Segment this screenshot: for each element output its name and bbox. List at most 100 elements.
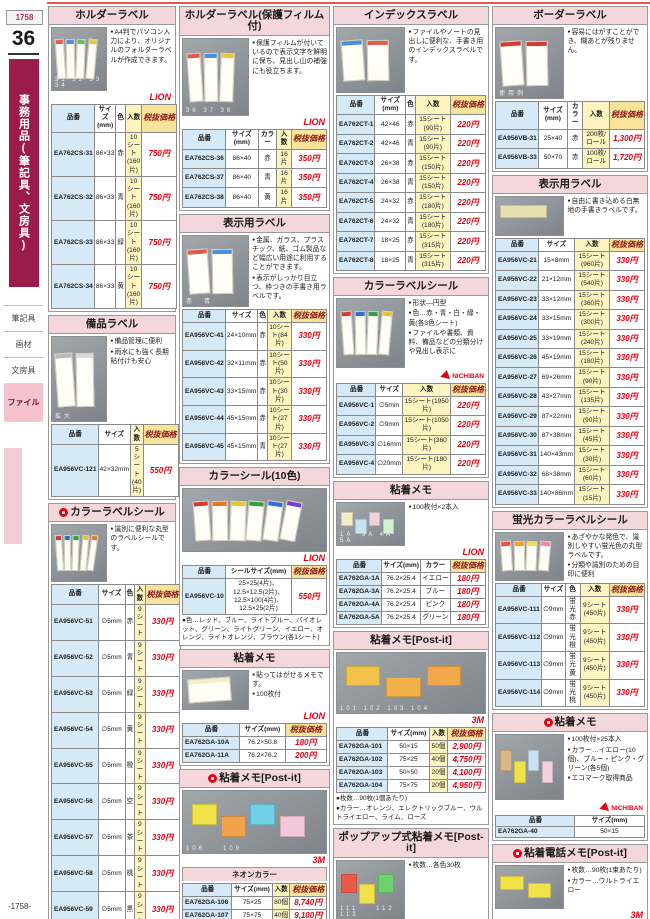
table-cell: 33×15mm xyxy=(224,377,259,407)
product-table: 品番 サイズ(mm) 色入数 税抜価格 EA762CS-31 86×33 赤 10シート(16… xyxy=(51,104,178,310)
table-cell: 180円 xyxy=(449,597,487,612)
table-cell: 330円 xyxy=(144,891,181,919)
section: ホルダーラベル(保護フィルム付) 36 37 38 保護フィルムが付いているので表示… xyxy=(179,6,330,211)
product-swatch xyxy=(377,873,394,894)
label-sheet xyxy=(211,500,229,541)
category-label: 事務用品(筆記具、文房具) xyxy=(8,59,39,287)
table-cell: 86×40 xyxy=(224,167,259,189)
table-cell: 9シート xyxy=(134,783,146,821)
product-photo: 111 112 113 xyxy=(336,860,406,919)
label-sheet-stripe xyxy=(249,501,264,507)
table-cell: EA762GA-3A xyxy=(335,584,383,599)
table-cell: 16片 xyxy=(276,167,292,189)
bullet-list: 貼ってはがせるメモです。100枚付 xyxy=(252,670,327,710)
table-cell: 橙 xyxy=(124,747,136,785)
label-sheet-stripe xyxy=(514,542,524,547)
table-cell: EA956VC-58 xyxy=(51,855,99,893)
label-sheet-stripe xyxy=(55,353,72,359)
table-cell: 220円 xyxy=(450,395,486,417)
section: 備品ラベル拡大備品管理に便利雨水にも強く長期貼付けも安心品番サイズ入数税抜価格E… xyxy=(48,315,179,501)
table-cell: EA956VC-53 xyxy=(51,675,99,713)
label-sheet xyxy=(354,311,367,356)
table-cell: EA956VC-43 xyxy=(182,377,226,407)
sidebar: 1758 36 事務用品(筆記具、文房具) 筆記具 画材 文房具 ファイル -1758… xyxy=(0,0,47,919)
sidebar-tab-2: 文房具 xyxy=(4,357,43,383)
table-cell: 9シート xyxy=(134,855,146,893)
table-cell: 76.2×50.8 xyxy=(239,735,286,750)
label-sheet-stripe xyxy=(67,40,75,45)
product-table: 品番 サイズ 入数 税抜価格 EA956VC-121 42×32mm 5シート(40片) 55… xyxy=(51,424,179,498)
table-cell: EA956VC-121 xyxy=(51,443,99,498)
table-cell: 10シート(160片) xyxy=(124,220,143,266)
label-sheet-stripe xyxy=(194,501,209,507)
table-cell: 750円 xyxy=(141,131,178,177)
section-media xyxy=(182,488,327,553)
table-cell: 76.2×25.4 xyxy=(381,597,422,612)
table-cell: 330円 xyxy=(609,270,645,291)
product-swatch xyxy=(354,519,367,534)
table-cell: 330円 xyxy=(608,623,646,653)
table-row: EA956VC-33 140×86mm 15シート(15片) 330円 xyxy=(495,484,645,505)
table-cell: 青 xyxy=(405,211,416,233)
table-header-cell: 色 xyxy=(405,95,416,116)
product-photo: 106 109 xyxy=(182,789,327,854)
table-cell: ∅5mm xyxy=(97,675,126,713)
table-cell: 45×15mm xyxy=(224,432,259,462)
section-body: 形状―円型色…赤・青・白・緑・黄(各3色シート) ファイルや書類、資料、備品などの… xyxy=(334,296,488,476)
table-cell: 10シート(30片) xyxy=(266,377,293,407)
product-table: 品番 サイズ色入数 税抜価格 EA956VC-51 ∅5mm 赤 9シート 330円 EA956… xyxy=(51,584,181,919)
table-cell: 蛍光黄 xyxy=(564,651,581,680)
table-row: EA956VC-52 ∅5mm 青 9シート 330円 xyxy=(51,639,181,677)
bullet-item: 枚数…各色30枚 xyxy=(408,861,486,870)
label-sheet xyxy=(525,40,549,86)
table-row: EA762GA-11A 76.2×76.2 200円 xyxy=(181,748,328,763)
table-cell: 24×10mm xyxy=(224,321,259,351)
section-media: 自由に書き込める白無地の手書きラベルです。 xyxy=(495,195,645,236)
table-header-cell: 税抜価格 xyxy=(141,104,178,133)
table-cell: EA762CS-38 xyxy=(182,187,226,208)
table-cell: 220円 xyxy=(449,153,487,174)
table-cell: 赤 xyxy=(124,603,136,641)
table-cell: 蛍光桃 xyxy=(564,678,581,708)
label-sheet xyxy=(84,38,98,80)
bullet-item: 枚数…90枚(1束あたり) xyxy=(567,866,645,875)
bullet-item: 容易にはがすことができ、糊あとが残りません。 xyxy=(567,28,645,56)
label-sheet xyxy=(186,247,212,295)
bullet-list: 金属、ガラス、プラスチック、紙、ゴム製品など幅広い用途に利用することができます。… xyxy=(252,235,327,307)
bullet-list: ファイルやノートの見出しに便利な、手書き用のインデックスラベルです。 xyxy=(408,27,486,93)
bullet-item: 100枚付×25本入 xyxy=(567,735,645,744)
section: 粘着電話メモ[Post-it] 枚数…90枚(1束あたり) カラー…ウルトライエロー… xyxy=(492,844,648,919)
table-header-cell: 入数 xyxy=(276,129,292,150)
table-cell: EA762GA-1A xyxy=(335,571,383,586)
table-header-cell: 税抜価格 xyxy=(608,101,646,130)
photo-caption: 101 102 103 104 xyxy=(340,705,431,712)
table-row: EA762CT-5 24×32 赤 15シート(180片) 220円 xyxy=(335,192,487,213)
brand-name: LION xyxy=(303,710,326,721)
section-media: 貼ってはがせるメモです。100枚付 xyxy=(182,669,327,710)
table-cell: EA956VC-28 xyxy=(495,386,539,408)
product-table: 品番 サイズ(mm) カラー 入数 税抜価格 EA956VB-31 25×40 赤 200枚/ロ… xyxy=(495,101,646,169)
section-media: 拡大 備品管理に便利雨水にも強く長期貼付けも安心 xyxy=(51,336,173,423)
table-cell: 15シート(90片) xyxy=(414,114,451,135)
label-sheet-stripe xyxy=(212,249,233,254)
table-header-cell: サイズ(mm) xyxy=(231,882,273,897)
label-sheet-stripe xyxy=(231,501,246,506)
table-header-cell: サイズ(mm) xyxy=(239,722,286,737)
table-row: EA762GA-40 50×15 xyxy=(495,826,646,839)
table-cell: 75×75 xyxy=(231,908,273,919)
table-cell: ∅5mm xyxy=(97,783,126,821)
table-cell: EA956VC-10 xyxy=(182,578,226,616)
table-header-cell: 入数 xyxy=(574,237,610,252)
table-header-cell: シールサイズ(mm) xyxy=(224,565,293,580)
table-cell: EA762CS-31 xyxy=(51,131,95,177)
table-cell: EA956VC-30 xyxy=(495,425,539,447)
brand-name: 3M xyxy=(630,910,643,919)
brand-name: NICHIBAN xyxy=(452,373,484,381)
table-cell: 15シート(180片) xyxy=(402,454,451,475)
table-cell: EA762GA-10A xyxy=(181,735,241,750)
table-row: EA762CT-8 18×25 青 15シート(315片) 220円 xyxy=(335,250,487,272)
table-header-row: 品番 サイズ(mm) 税抜価格 xyxy=(181,722,328,737)
product-swatch xyxy=(359,884,376,904)
table-cell: EA956VC-111 xyxy=(494,595,543,625)
